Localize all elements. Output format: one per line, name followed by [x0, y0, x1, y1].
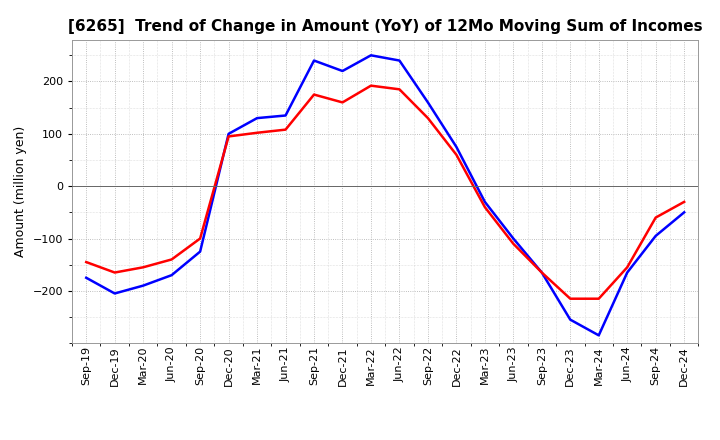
Ordinary Income	[423, 100, 432, 105]
Ordinary Income	[338, 68, 347, 73]
Ordinary Income	[167, 272, 176, 278]
Net Income	[167, 257, 176, 262]
Net Income	[196, 236, 204, 241]
Net Income	[82, 260, 91, 265]
Net Income	[225, 134, 233, 139]
Net Income	[566, 296, 575, 301]
Title: [6265]  Trend of Change in Amount (YoY) of 12Mo Moving Sum of Incomes: [6265] Trend of Change in Amount (YoY) o…	[68, 19, 703, 34]
Ordinary Income	[310, 58, 318, 63]
Net Income	[595, 296, 603, 301]
Ordinary Income	[395, 58, 404, 63]
Net Income	[338, 100, 347, 105]
Ordinary Income	[623, 270, 631, 275]
Net Income	[110, 270, 119, 275]
Ordinary Income	[253, 115, 261, 121]
Net Income	[139, 264, 148, 270]
Net Income	[395, 87, 404, 92]
Net Income	[282, 127, 290, 132]
Ordinary Income	[537, 270, 546, 275]
Net Income	[480, 205, 489, 210]
Line: Ordinary Income: Ordinary Income	[86, 55, 684, 335]
Net Income	[652, 215, 660, 220]
Line: Net Income: Net Income	[86, 86, 684, 299]
Net Income	[680, 199, 688, 205]
Net Income	[623, 264, 631, 270]
Ordinary Income	[680, 210, 688, 215]
Ordinary Income	[652, 233, 660, 238]
Net Income	[423, 115, 432, 121]
Net Income	[509, 241, 518, 246]
Y-axis label: Amount (million yen): Amount (million yen)	[14, 126, 27, 257]
Ordinary Income	[82, 275, 91, 280]
Ordinary Income	[139, 283, 148, 288]
Ordinary Income	[196, 249, 204, 254]
Ordinary Income	[225, 131, 233, 136]
Ordinary Income	[282, 113, 290, 118]
Net Income	[253, 130, 261, 136]
Ordinary Income	[595, 333, 603, 338]
Ordinary Income	[480, 199, 489, 205]
Ordinary Income	[452, 144, 461, 150]
Ordinary Income	[110, 291, 119, 296]
Net Income	[310, 92, 318, 97]
Net Income	[366, 83, 375, 88]
Net Income	[537, 270, 546, 275]
Ordinary Income	[366, 53, 375, 58]
Net Income	[452, 152, 461, 158]
Ordinary Income	[509, 236, 518, 241]
Ordinary Income	[566, 317, 575, 322]
